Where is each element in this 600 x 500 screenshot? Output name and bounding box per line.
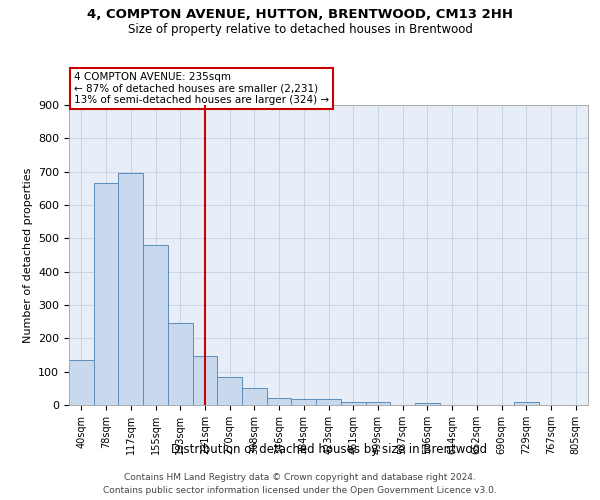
Bar — [143, 245, 168, 405]
Bar — [292, 399, 316, 405]
Bar — [69, 360, 94, 405]
Bar — [94, 184, 118, 405]
Bar — [217, 376, 242, 405]
Bar — [415, 402, 440, 405]
Text: 4, COMPTON AVENUE, HUTTON, BRENTWOOD, CM13 2HH: 4, COMPTON AVENUE, HUTTON, BRENTWOOD, CM… — [87, 8, 513, 20]
Bar — [193, 356, 217, 405]
Bar — [316, 399, 341, 405]
Bar — [514, 402, 539, 405]
Text: 4 COMPTON AVENUE: 235sqm
← 87% of detached houses are smaller (2,231)
13% of sem: 4 COMPTON AVENUE: 235sqm ← 87% of detach… — [74, 72, 329, 105]
Bar — [365, 402, 390, 405]
Bar — [242, 388, 267, 405]
Text: Distribution of detached houses by size in Brentwood: Distribution of detached houses by size … — [171, 442, 487, 456]
Y-axis label: Number of detached properties: Number of detached properties — [23, 168, 32, 342]
Text: Contains public sector information licensed under the Open Government Licence v3: Contains public sector information licen… — [103, 486, 497, 495]
Bar — [118, 174, 143, 405]
Bar — [267, 398, 292, 405]
Text: Contains HM Land Registry data © Crown copyright and database right 2024.: Contains HM Land Registry data © Crown c… — [124, 472, 476, 482]
Bar — [341, 402, 365, 405]
Text: Size of property relative to detached houses in Brentwood: Size of property relative to detached ho… — [128, 22, 472, 36]
Bar — [168, 324, 193, 405]
